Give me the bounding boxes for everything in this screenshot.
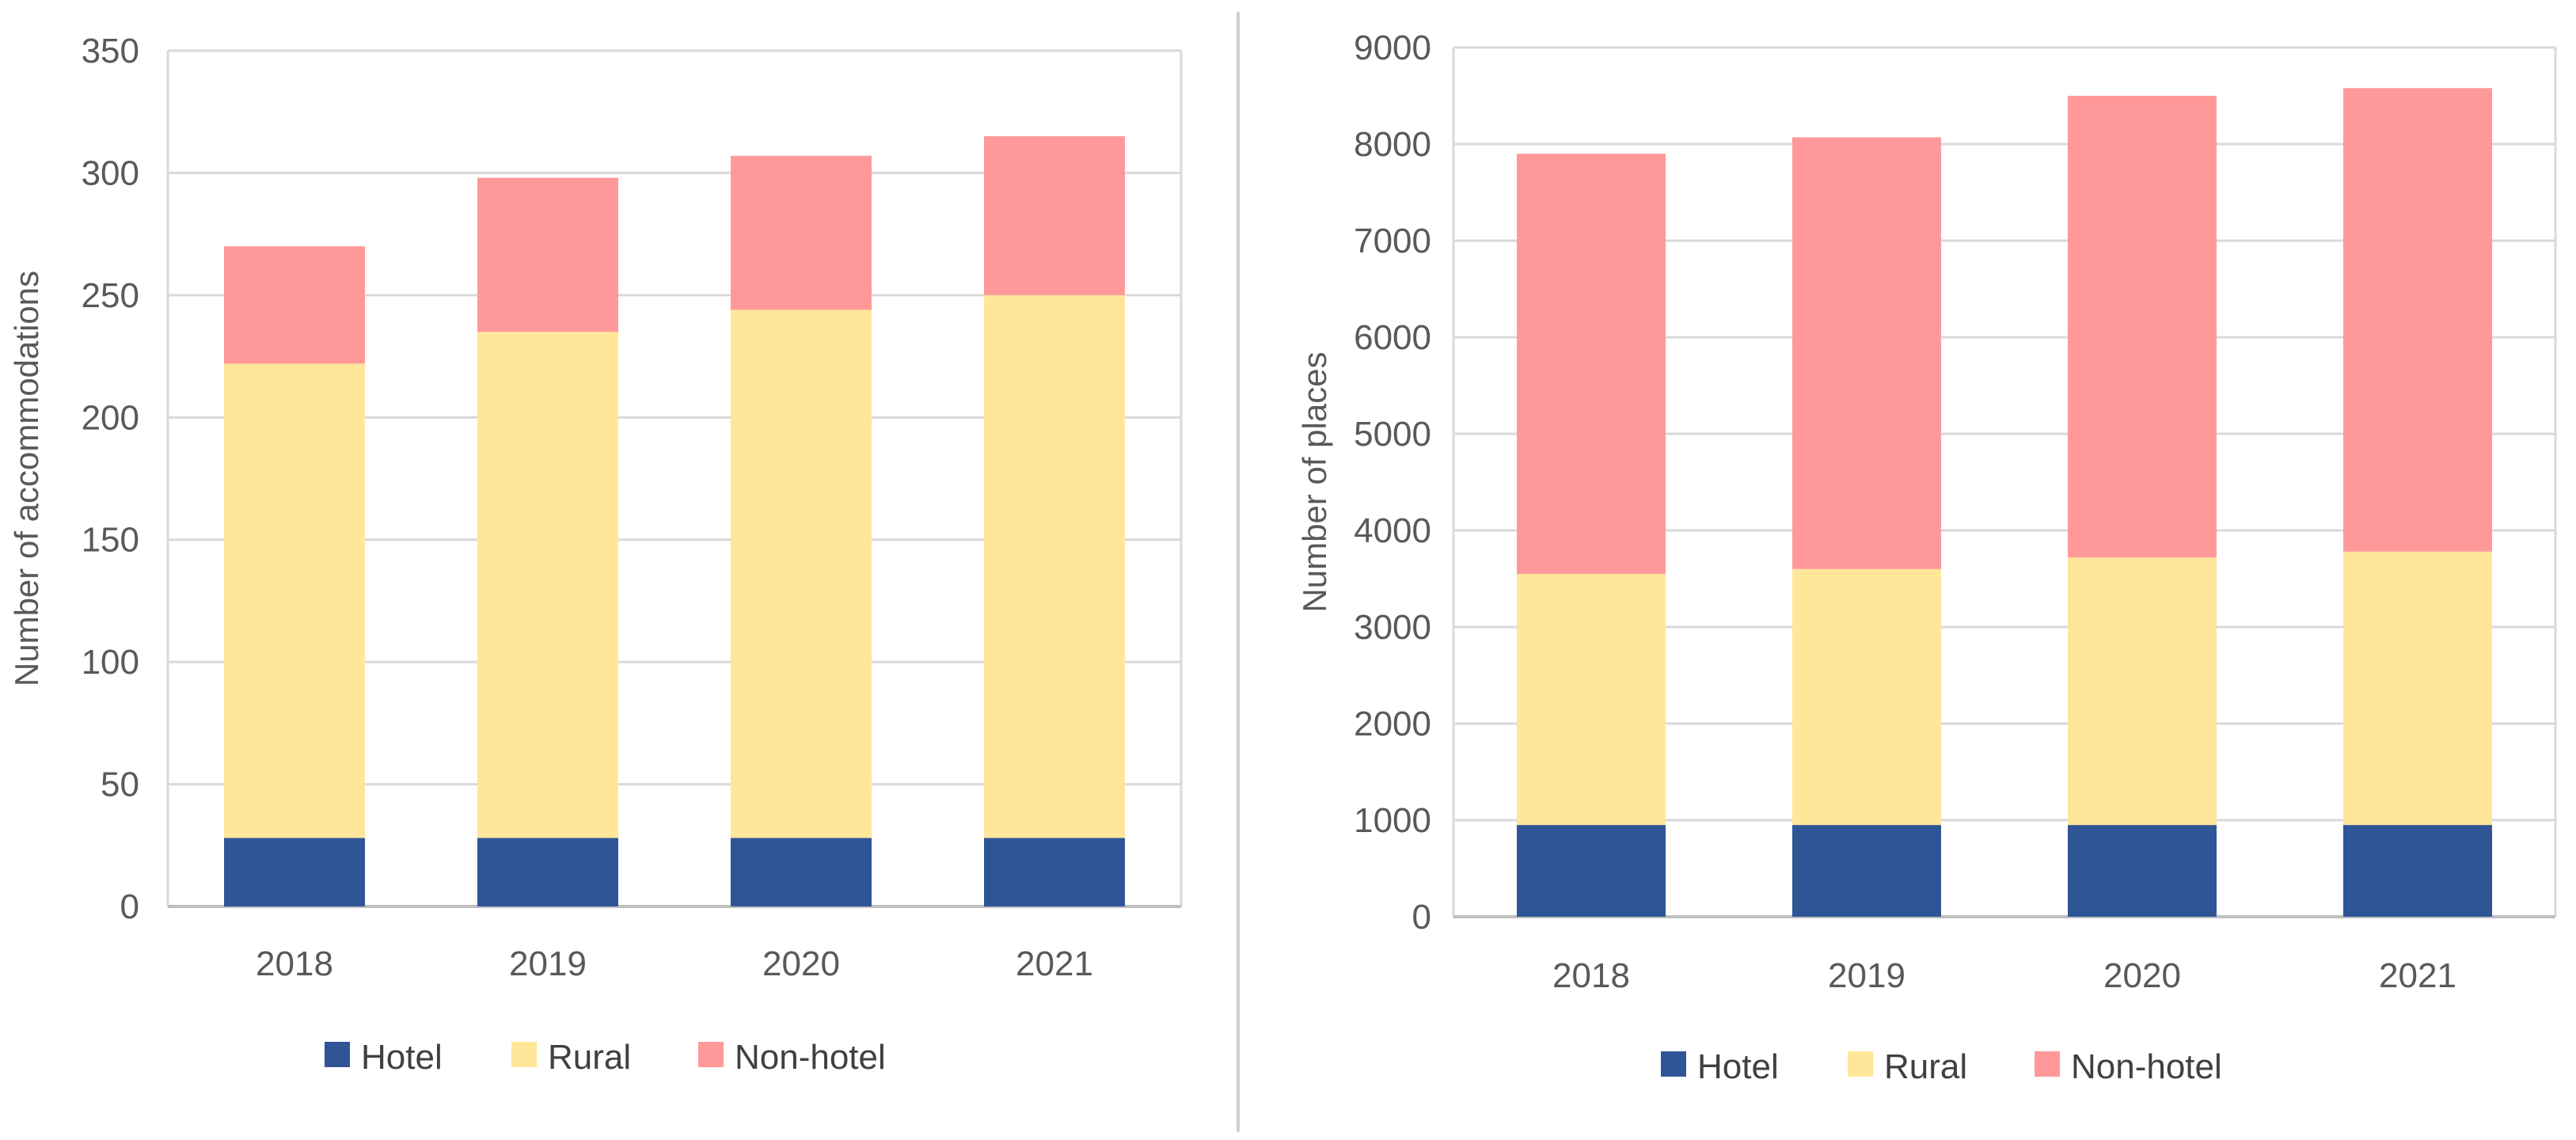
y-tick-label: 150 bbox=[82, 521, 139, 560]
legend-label: Non-hotel bbox=[2071, 1047, 2222, 1086]
legend-label: Non-hotel bbox=[735, 1038, 886, 1077]
y-tick-label: 1000 bbox=[1354, 801, 1431, 840]
legend: Hotel Rural Non-hotel bbox=[1661, 1047, 2222, 1086]
bar-non-hotel-2021 bbox=[2343, 88, 2492, 552]
y-tick-label: 100 bbox=[82, 643, 139, 682]
bar-rural-2021 bbox=[984, 294, 1125, 838]
bar-non-hotel-2019 bbox=[1792, 137, 1941, 569]
y-tick-label: 300 bbox=[82, 154, 139, 192]
x-tick-label: 2021 bbox=[1016, 944, 1093, 983]
bar-non-hotel-2018 bbox=[224, 246, 365, 364]
bars bbox=[224, 136, 1125, 906]
x-tick-label: 2018 bbox=[256, 944, 333, 983]
legend-swatch-non-hotel bbox=[698, 1042, 724, 1067]
bar-rural-2020 bbox=[2068, 557, 2217, 826]
bar-hotel-2019 bbox=[477, 838, 618, 906]
bar-rural-2020 bbox=[731, 310, 872, 838]
legend-label: Rural bbox=[548, 1038, 631, 1077]
x-tick-label: 2021 bbox=[2379, 956, 2456, 995]
legend-swatch-rural bbox=[1848, 1051, 1873, 1077]
x-tick-labels: 2018 2019 2020 2021 bbox=[1552, 956, 2456, 995]
y-tick-label: 0 bbox=[120, 887, 139, 926]
bar-hotel-2021 bbox=[2343, 825, 2492, 917]
bar-hotel-2020 bbox=[2068, 825, 2217, 917]
bar-non-hotel-2020 bbox=[731, 155, 872, 310]
legend-swatch-rural bbox=[511, 1042, 537, 1067]
y-tick-label: 5000 bbox=[1354, 415, 1431, 454]
legend-swatch-hotel bbox=[325, 1042, 350, 1067]
x-tick-label: 2020 bbox=[2103, 956, 2181, 995]
bar-rural-2018 bbox=[224, 363, 365, 838]
bar-rural-2018 bbox=[1517, 573, 1666, 826]
bar-non-hotel-2021 bbox=[984, 136, 1125, 295]
bar-rural-2021 bbox=[2343, 551, 2492, 826]
y-tick-label: 7000 bbox=[1354, 222, 1431, 260]
y-axis-title: Number of places bbox=[1296, 352, 1333, 612]
y-tick-label: 3000 bbox=[1354, 608, 1431, 647]
y-tick-label: 50 bbox=[101, 766, 139, 804]
x-tick-label: 2019 bbox=[509, 944, 587, 983]
y-tick-label: 200 bbox=[82, 398, 139, 437]
bar-non-hotel-2020 bbox=[2068, 96, 2217, 558]
bar-hotel-2021 bbox=[984, 838, 1125, 906]
legend-label: Rural bbox=[1884, 1047, 1967, 1086]
bar-non-hotel-2019 bbox=[477, 177, 618, 332]
x-tick-labels: 2018 2019 2020 2021 bbox=[256, 944, 1093, 983]
x-tick-label: 2019 bbox=[1828, 956, 1905, 995]
legend-swatch-hotel bbox=[1661, 1051, 1686, 1077]
x-tick-label: 2020 bbox=[762, 944, 840, 983]
y-tick-label: 0 bbox=[1412, 898, 1431, 937]
y-tick-label: 4000 bbox=[1354, 511, 1431, 550]
y-tick-label: 8000 bbox=[1354, 125, 1431, 164]
bar-hotel-2018 bbox=[224, 838, 365, 906]
legend-swatch-non-hotel bbox=[2035, 1051, 2060, 1077]
y-tick-labels: 0 50 100 150 200 250 300 350 bbox=[82, 32, 139, 926]
bar-non-hotel-2018 bbox=[1517, 154, 1666, 574]
bar-hotel-2019 bbox=[1792, 825, 1941, 917]
y-tick-label: 250 bbox=[82, 276, 139, 315]
legend: Hotel Rural Non-hotel bbox=[325, 1038, 886, 1077]
y-tick-label: 350 bbox=[82, 32, 139, 70]
bar-hotel-2020 bbox=[731, 838, 872, 906]
chart-places: 0 1000 2000 3000 4000 5000 6000 7000 8000 9000 20… bbox=[1296, 28, 2557, 1086]
bar-hotel-2018 bbox=[1517, 825, 1666, 917]
y-tick-label: 2000 bbox=[1354, 705, 1431, 743]
legend-label: Hotel bbox=[361, 1038, 443, 1077]
y-axis-title: Number of accommodations bbox=[8, 271, 45, 686]
y-tick-label: 9000 bbox=[1354, 28, 1431, 67]
y-tick-labels: 0 1000 2000 3000 4000 5000 6000 7000 8000 9000 bbox=[1354, 28, 1431, 937]
x-tick-label: 2018 bbox=[1552, 956, 1630, 995]
bars bbox=[1517, 88, 2492, 917]
chart-accommodations: 0 50 100 150 200 250 300 350 2018 2019 2020 2021 N… bbox=[8, 32, 1183, 1077]
bar-rural-2019 bbox=[477, 332, 618, 838]
bar-rural-2019 bbox=[1792, 568, 1941, 826]
legend-label: Hotel bbox=[1697, 1047, 1779, 1086]
y-tick-label: 6000 bbox=[1354, 318, 1431, 357]
